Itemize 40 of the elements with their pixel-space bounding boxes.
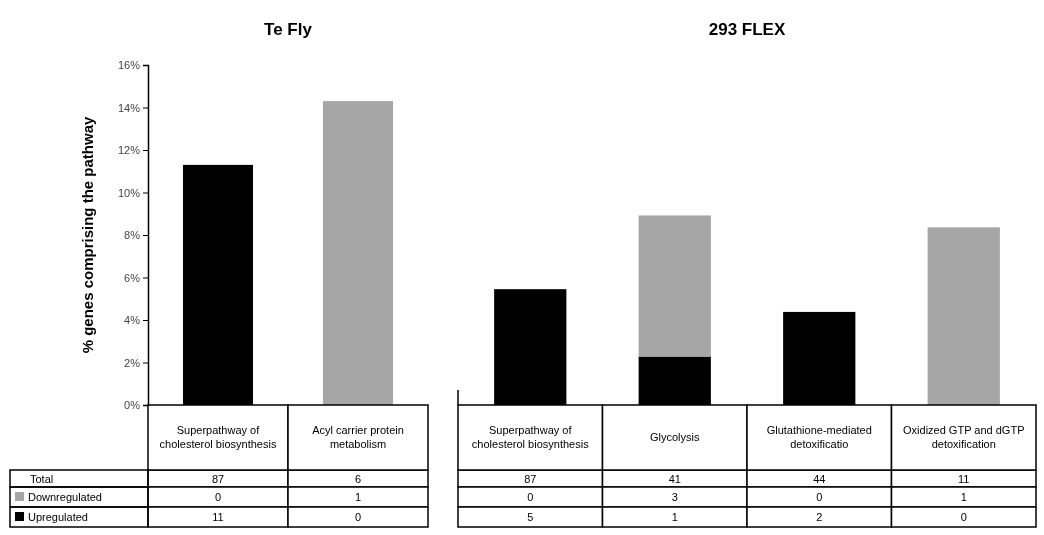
data-label: 0 [816,491,823,503]
y-tick-label: 8% [124,229,141,242]
data-label: 1 [354,491,362,503]
y-tick-label: 12% [117,144,141,157]
data-label: 44 [813,472,826,485]
y-tick-label: Total [30,472,54,485]
x-tick-label: Glutathione-mediated detoxificatio [766,424,872,451]
x-tick-label: Superpathway of cholesterol biosynthesis [471,424,590,451]
data-label: 6 [354,472,362,485]
y-tick-label: 2% [124,356,141,369]
data-label: 87 [211,472,225,485]
y-tick-label: 6% [124,271,141,284]
chart-title: Te Fly [264,20,313,39]
data-label: 2 [816,511,823,523]
data-label: 11 [958,472,970,485]
x-tick-label: Oxidized GTP and dGTP detoxification [903,424,1025,451]
data-label: 5 [527,511,534,523]
data-label: 3 [671,491,678,503]
y-tick-label: Downregulated [28,491,102,503]
y-tick-label: 4% [124,314,141,327]
chart-title: 293 FLEX [708,20,786,39]
data-label: 0 [354,511,362,523]
y-tick-label: Upregulated [28,511,88,523]
data-label: 11 [212,511,224,523]
data-label: 41 [668,472,681,485]
data-label: 1 [960,491,967,503]
y-tick-label: 14% [117,101,141,114]
data-label: 1 [671,511,678,523]
y-tick-label: 0% [124,399,141,412]
data-label: 0 [527,491,534,503]
y-tick-label: 10% [117,186,141,199]
y-tick-label: 16% [117,59,141,72]
data-label: 0 [214,491,222,503]
data-label: 87 [524,472,537,485]
x-tick-label: Acyl carrier protein metabolism [312,424,404,451]
y-axis-title: % genes comprising the pathway [79,115,96,354]
bar [638,215,711,357]
data-label: 0 [960,511,967,523]
x-tick-label: Glycolysis [649,431,700,444]
x-tick-label: Superpathway of cholesterol biosynthesis [159,424,277,451]
